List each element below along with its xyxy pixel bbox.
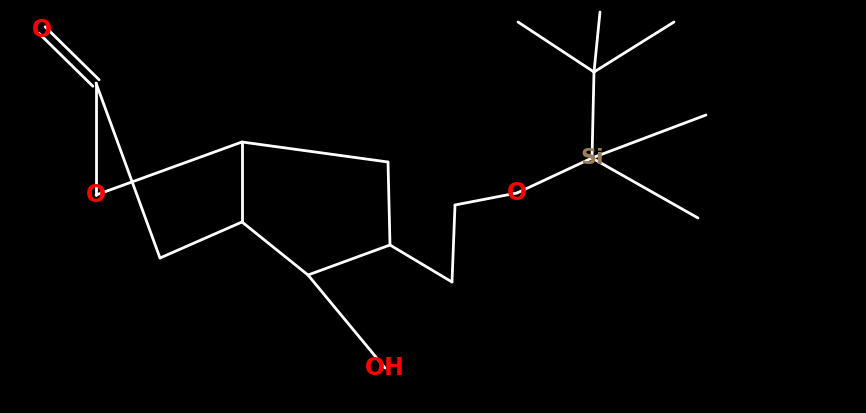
Text: OH: OH <box>365 356 405 380</box>
Text: O: O <box>32 18 52 42</box>
Text: Si: Si <box>580 148 604 168</box>
Text: O: O <box>86 183 106 207</box>
Text: O: O <box>507 181 527 205</box>
